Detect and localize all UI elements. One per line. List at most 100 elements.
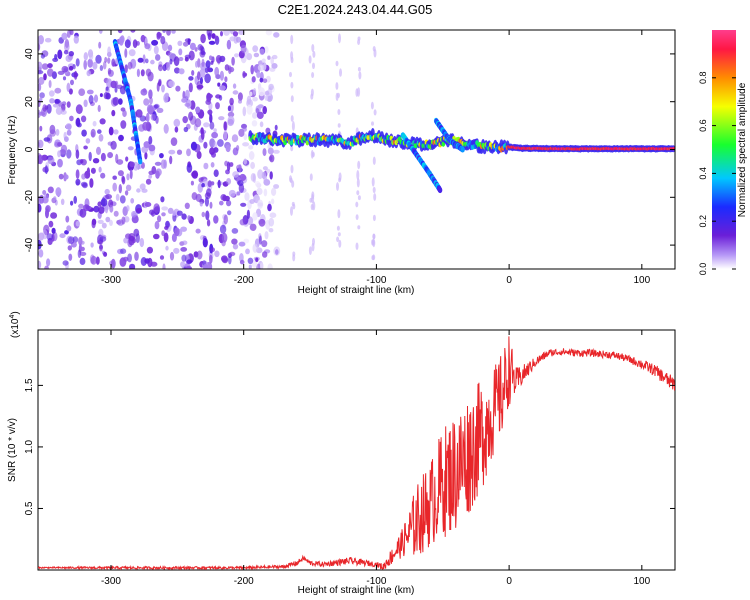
heatmap-cell xyxy=(119,195,126,204)
heatmap-cell xyxy=(66,225,72,232)
heatmap-cell xyxy=(188,111,194,121)
heatmap-cell xyxy=(357,160,361,170)
heatmap-cell xyxy=(126,173,130,181)
heatmap-cell xyxy=(99,118,106,125)
heatmap-cell xyxy=(48,80,52,88)
heatmap-cell xyxy=(150,261,158,267)
heatmap-cell xyxy=(259,77,264,83)
heatmap-cell xyxy=(104,188,110,195)
heatmap-cell xyxy=(166,30,171,36)
heatmap-cell xyxy=(105,86,109,91)
heatmap-cell xyxy=(118,184,123,194)
heatmap-cell xyxy=(54,98,61,104)
heatmap-cell xyxy=(48,220,54,228)
heatmap-cell xyxy=(144,43,151,50)
heatmap-cell xyxy=(267,263,273,269)
heatmap-cell xyxy=(109,260,114,266)
snr-axes: -300 -200 -100 0 100 0.5 1.0 1.5 xyxy=(24,330,675,587)
heatmap-cell xyxy=(335,92,339,101)
heatmap-cell xyxy=(136,68,140,78)
colorbar: 0.0 0.2 0.4 0.6 0.8 Normalized spectral ampl… xyxy=(698,30,748,275)
heatmap-cell xyxy=(232,90,239,95)
heatmap-cell xyxy=(83,99,88,108)
heatmap-cell xyxy=(236,191,241,196)
heatmap-cell xyxy=(217,139,224,147)
heatmap-cell xyxy=(90,167,96,174)
heatmap-cell xyxy=(48,90,55,97)
heatmap-cell xyxy=(117,170,124,177)
heatmap-cell xyxy=(209,113,213,123)
heatmap-cell xyxy=(184,202,190,209)
heatmap-cell xyxy=(80,240,85,245)
heatmap-cell xyxy=(116,159,124,165)
heatmap-cell xyxy=(248,151,255,160)
heatmap-cell xyxy=(157,215,162,223)
heatmap-cell xyxy=(290,115,294,122)
heatmap-cell xyxy=(356,178,360,188)
heatmap-cell xyxy=(113,210,119,217)
heatmap-cell xyxy=(194,118,202,128)
heatmap-cell xyxy=(107,152,113,159)
heatmap-cell xyxy=(273,32,280,38)
heatmap-cell xyxy=(128,235,135,246)
heatmap-cell xyxy=(206,93,213,99)
heatmap-cell xyxy=(52,103,60,108)
heatmap-cell xyxy=(99,243,103,252)
heatmap-cell xyxy=(107,46,111,56)
heatmap-cell xyxy=(42,229,48,240)
heatmap-cell xyxy=(269,171,273,180)
heatmap-cell xyxy=(163,123,169,134)
heatmap-cell xyxy=(256,263,261,269)
heatmap-cell xyxy=(182,240,188,246)
heatmap-cell xyxy=(154,104,159,109)
heatmap-cell xyxy=(183,41,189,47)
heatmap-cell xyxy=(215,94,221,99)
heatmap-cell xyxy=(338,33,341,44)
heatmap-cell xyxy=(460,146,465,153)
heatmap-cell xyxy=(155,168,162,177)
heatmap-cell xyxy=(81,173,86,180)
heatmap-cell xyxy=(357,225,361,230)
colorbar-ticks: 0.0 0.2 0.4 0.6 0.8 xyxy=(698,72,736,275)
heatmap-cell xyxy=(201,58,205,68)
heatmap-cell xyxy=(38,43,41,51)
heatmap-cell xyxy=(248,264,252,269)
heatmap-cell xyxy=(133,228,140,237)
heatmap-cell xyxy=(181,213,187,220)
heatmap-cell xyxy=(311,194,315,204)
heatmap-cell xyxy=(240,44,247,54)
heatmap-cell xyxy=(208,40,216,45)
heatmap-cell xyxy=(169,58,173,65)
heatmap-cell xyxy=(205,210,210,221)
heatmap-cell xyxy=(60,198,65,205)
heatmap-cell xyxy=(92,120,97,127)
heatmap-cell xyxy=(173,247,180,254)
heatmap-cell xyxy=(107,68,112,75)
heatmap-cell xyxy=(159,153,164,159)
heatmap-cell xyxy=(99,93,103,98)
x-tick-label: 100 xyxy=(633,275,650,286)
heatmap-cell xyxy=(162,64,167,72)
colorbar-tick-label: 0.2 xyxy=(698,215,708,228)
heatmap-cell xyxy=(57,49,63,60)
heatmap-cell xyxy=(60,144,68,153)
heatmap-cell xyxy=(53,196,57,202)
heatmap-cell xyxy=(148,144,156,152)
heatmap-cell xyxy=(228,189,236,197)
heatmap-cell xyxy=(271,63,278,69)
heatmap-cell xyxy=(239,173,247,182)
heatmap-cell xyxy=(263,179,271,186)
heatmap-cell xyxy=(187,215,191,221)
y-tick-label: -20 xyxy=(24,190,35,205)
heatmap-cell xyxy=(184,54,191,59)
heatmap-cell xyxy=(156,107,164,113)
heatmap-cell xyxy=(195,193,202,202)
heatmap-cell xyxy=(80,115,87,123)
heatmap-cell xyxy=(263,188,268,197)
heatmap-cell xyxy=(78,203,84,209)
heatmap-cell xyxy=(227,210,232,216)
heatmap-cell xyxy=(335,82,339,90)
heatmap-cell xyxy=(335,60,339,67)
heatmap-cell xyxy=(75,169,80,180)
